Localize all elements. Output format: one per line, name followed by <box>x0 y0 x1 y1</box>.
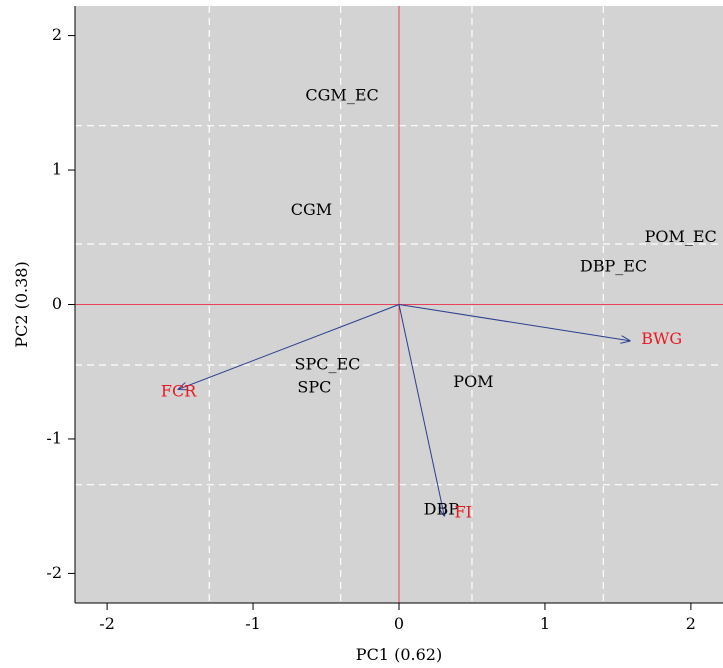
variable-label-fi: FI <box>455 502 472 521</box>
observation-label-pom: POM <box>453 372 493 391</box>
x-axis-title: PC1 (0.62) <box>356 645 442 664</box>
loading-arrows <box>179 304 630 516</box>
loading-arrow-fi <box>398 304 444 516</box>
axes: -2 -1 0 1 2 -2 -1 0 1 2 <box>46 6 723 633</box>
y-tick-label: 0 <box>52 294 62 313</box>
observation-label-spc: SPC <box>297 377 331 396</box>
point-labels: CGM_EC CGM POM_EC DBP_EC SPC_EC SPC POM DBP FCR B… <box>161 86 717 522</box>
loading-arrow-fcr <box>179 304 400 390</box>
y-tick-label: 2 <box>52 25 62 44</box>
variable-label-fcr: FCR <box>161 381 197 400</box>
x-tick-label: 1 <box>540 614 550 633</box>
y-tick-label: -1 <box>46 428 62 447</box>
observation-label-spc-ec: SPC_EC <box>295 355 361 374</box>
y-tick-label: 1 <box>52 160 62 179</box>
x-tick-label: 0 <box>394 614 404 633</box>
y-tick-label: -2 <box>46 563 62 582</box>
observation-label-cgm: CGM <box>291 200 332 219</box>
observation-label-dbp: DBP <box>424 500 460 519</box>
observation-label-pom-ec: POM_EC <box>645 227 717 246</box>
observation-label-cgm-ec: CGM_EC <box>305 86 378 105</box>
observation-label-dbp-ec: DBP_EC <box>580 256 647 275</box>
x-tick-label: -2 <box>99 614 115 633</box>
x-tick-label: 2 <box>686 614 696 633</box>
y-axis-title: PC2 (0.38) <box>12 261 31 347</box>
loading-arrow-bwg <box>398 304 630 341</box>
x-tick-label: -1 <box>245 614 261 633</box>
variable-label-bwg: BWG <box>641 329 682 348</box>
